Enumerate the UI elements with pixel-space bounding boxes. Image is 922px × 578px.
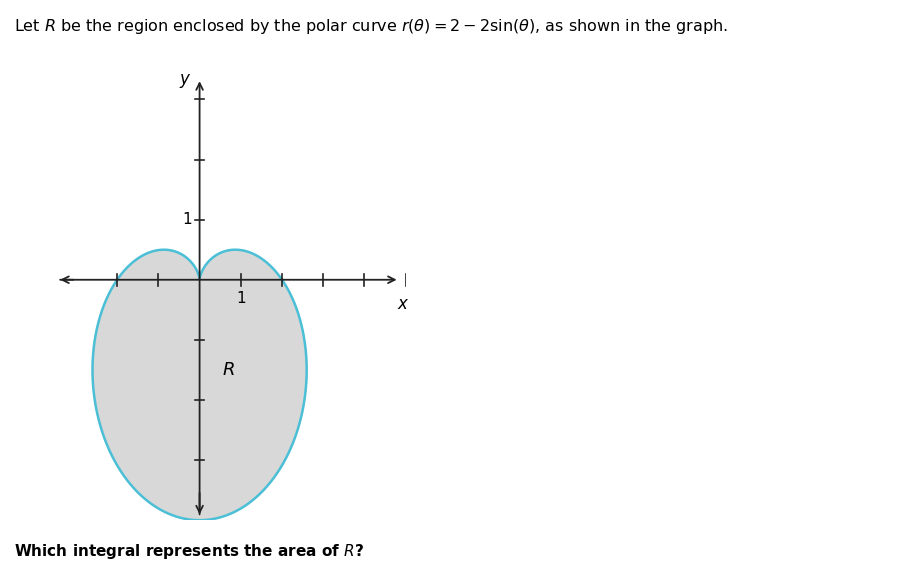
- Text: $y$: $y$: [179, 72, 192, 90]
- Text: Let $R$ be the region enclosed by the polar curve $r(\theta) = 2 - 2\sin(\theta): Let $R$ be the region enclosed by the po…: [14, 17, 727, 36]
- Text: $R$: $R$: [222, 361, 235, 379]
- Polygon shape: [92, 250, 307, 520]
- Text: Which integral represents the area of $R$?: Which integral represents the area of $R…: [14, 542, 364, 561]
- Text: 1: 1: [183, 212, 192, 227]
- Text: 1: 1: [236, 291, 245, 306]
- Text: $x$: $x$: [397, 295, 410, 313]
